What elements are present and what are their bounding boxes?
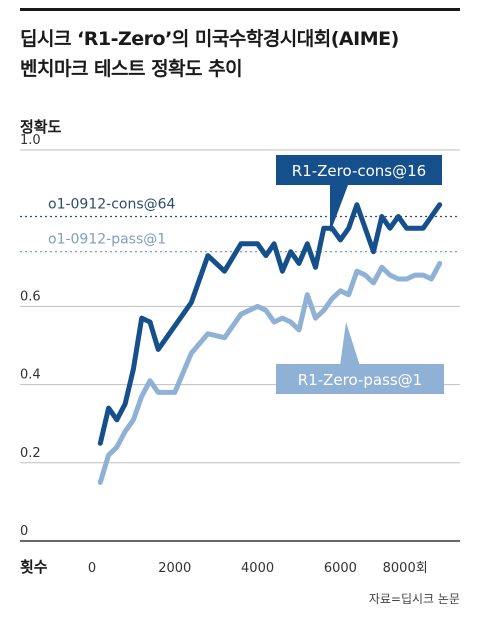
series-line-pass (97, 260, 443, 485)
y-tick-label: 0.6 (20, 289, 41, 304)
callout-box-pass (276, 364, 444, 394)
x-tick-label: 2000 (158, 561, 191, 576)
x-axis-label: 횟수 (20, 558, 48, 576)
source-note: 자료=딥시크 논문 (368, 592, 460, 606)
callout-label-pass: R1-Zero-pass@1 (298, 371, 422, 389)
y-tick-label: 0.2 (20, 446, 41, 461)
chart-title: 딥시크 ‘R1-Zero’의 미국수학경시대회(AIME) 벤치마크 테스트 정… (20, 24, 460, 84)
y-tick-label: 0.4 (20, 368, 41, 383)
callout-box-cons (276, 155, 442, 185)
series-line-cons (97, 202, 443, 446)
x-tick-label: 4000 (241, 561, 274, 576)
top-rule (20, 8, 460, 11)
x-tick-label: 0 (88, 561, 96, 576)
callout-pointer-cons (330, 185, 348, 233)
reference-line-label: o1-0912-pass@1 (48, 232, 166, 248)
title-line-2: 벤치마크 테스트 정확도 추이 (20, 58, 243, 80)
y-axis-label: 정확도 (20, 118, 62, 136)
x-tick-label: 8000회 (383, 561, 428, 576)
callout-pointer-pass (340, 322, 360, 366)
x-tick-label: 6000 (324, 561, 357, 576)
title-line-1: 딥시크 ‘R1-Zero’의 미국수학경시대회(AIME) (20, 28, 399, 50)
y-tick-label: 0 (20, 524, 28, 539)
reference-line-label: o1-0912-cons@64 (48, 196, 176, 212)
callout-label-cons: R1-Zero-cons@16 (292, 162, 426, 180)
y-tick-label: 1.0 (20, 133, 41, 148)
